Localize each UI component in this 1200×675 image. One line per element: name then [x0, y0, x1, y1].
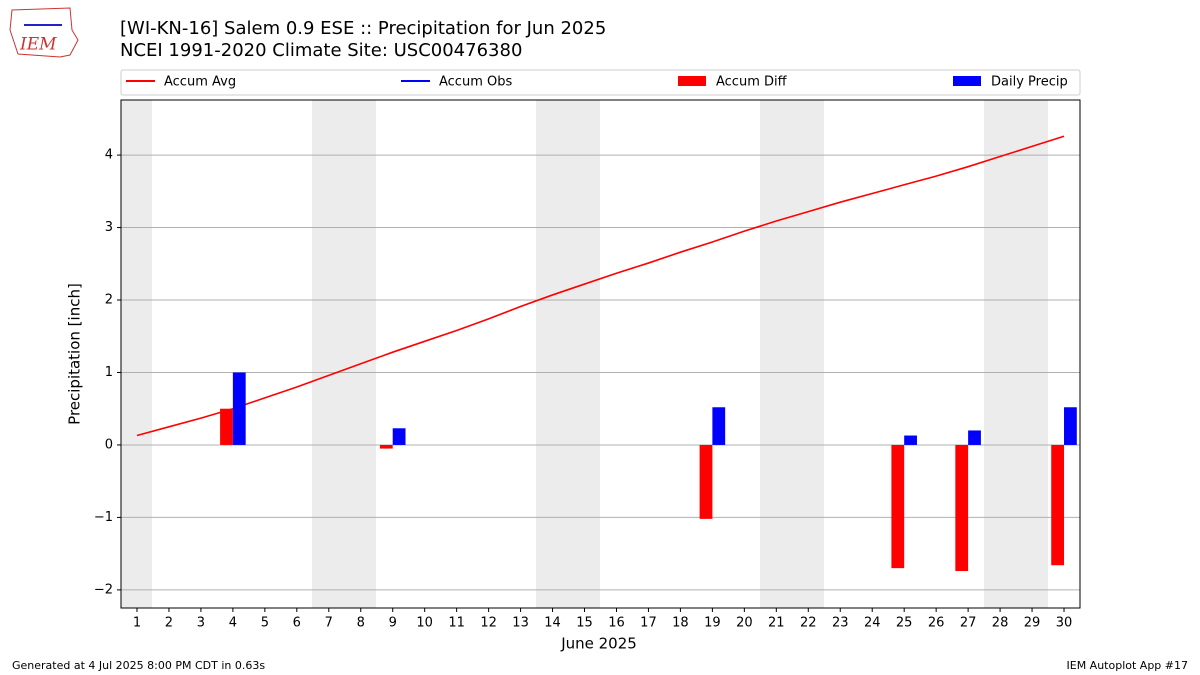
legend-swatch	[678, 76, 706, 86]
shade	[536, 100, 600, 608]
x-tick-label: 25	[896, 616, 913, 631]
x-tick-label: 18	[672, 616, 689, 631]
x-tick-label: 7	[325, 616, 333, 631]
bar	[968, 430, 981, 445]
y-tick-label: −1	[94, 510, 113, 525]
x-tick-label: 29	[1024, 616, 1041, 631]
legend-box	[120, 69, 1081, 96]
bar	[699, 444, 713, 519]
footer-left: Generated at 4 Jul 2025 8:00 PM CDT in 0…	[12, 659, 265, 672]
y-tick-label: 1	[105, 365, 113, 380]
legend-label: Daily Precip	[991, 75, 1068, 90]
bar	[392, 428, 406, 445]
bar	[904, 435, 917, 445]
bar	[220, 408, 233, 445]
x-tick-label: 13	[512, 616, 529, 631]
x-tick-label: 17	[640, 616, 657, 631]
weekend-shading	[121, 100, 1048, 608]
y-tick-label: −2	[94, 582, 113, 597]
x-tick-label: 27	[960, 616, 977, 631]
x-tick-label: 2	[165, 616, 173, 631]
shade	[312, 100, 376, 608]
bar	[232, 372, 246, 445]
logo-text: IEM	[19, 35, 57, 55]
bar	[712, 407, 726, 445]
x-tick-label: 11	[448, 616, 465, 631]
x-tick-label: 19	[704, 616, 721, 631]
logo: IEM	[9, 7, 79, 58]
x-axis-label: June 2025	[560, 635, 637, 653]
plot-frame	[120, 99, 1081, 609]
x-tick-label: 3	[197, 616, 205, 631]
x-tick-label: 5	[261, 616, 269, 631]
x-tick-label: 28	[992, 616, 1009, 631]
y-tick-label: 4	[105, 148, 113, 163]
x-tick-label: 4	[229, 616, 237, 631]
x-tick-label: 26	[928, 616, 945, 631]
bar	[891, 444, 905, 569]
y-tick-label: 3	[105, 220, 113, 235]
bar	[955, 444, 969, 572]
x-tick-label: 20	[736, 616, 753, 631]
x-tick-label: 22	[800, 616, 817, 631]
shade	[760, 100, 824, 608]
bar	[379, 444, 393, 449]
x-tick-label: 6	[293, 616, 301, 631]
shade	[984, 100, 1048, 608]
legend-label: Accum Avg	[164, 75, 236, 90]
shade	[121, 100, 152, 608]
y-tick-label: 2	[105, 293, 113, 308]
footer-right: IEM Autoplot App #17	[1067, 659, 1189, 672]
line	[136, 135, 1065, 437]
x-tick-label: 15	[576, 616, 593, 631]
x-tick-label: 16	[608, 616, 625, 631]
x-tick-label: 10	[416, 616, 433, 631]
x-tick-label: 24	[864, 616, 881, 631]
x-tick-label: 12	[480, 616, 497, 631]
x-tick-label: 14	[544, 616, 561, 631]
bar	[1064, 407, 1077, 445]
x-tick-label: 30	[1056, 616, 1073, 631]
chart-subtitle: NCEI 1991-2020 Climate Site: USC00476380	[120, 40, 522, 61]
x-tick-label: 9	[389, 616, 397, 631]
x-tick-label: 1	[133, 616, 141, 631]
x-tick-label: 21	[768, 616, 785, 631]
x-tick-label: 23	[832, 616, 849, 631]
y-tick-label: 0	[105, 437, 113, 452]
y-axis-label: Precipitation [inch]	[66, 283, 84, 425]
legend-label: Accum Obs	[439, 75, 512, 90]
legend-swatch	[953, 76, 981, 86]
bar	[1051, 444, 1065, 566]
x-tick-label: 8	[357, 616, 365, 631]
logo-outline	[9, 7, 79, 58]
chart-title: [WI-KN-16] Salem 0.9 ESE :: Precipitatio…	[120, 18, 606, 39]
legend-label: Accum Diff	[716, 75, 788, 90]
